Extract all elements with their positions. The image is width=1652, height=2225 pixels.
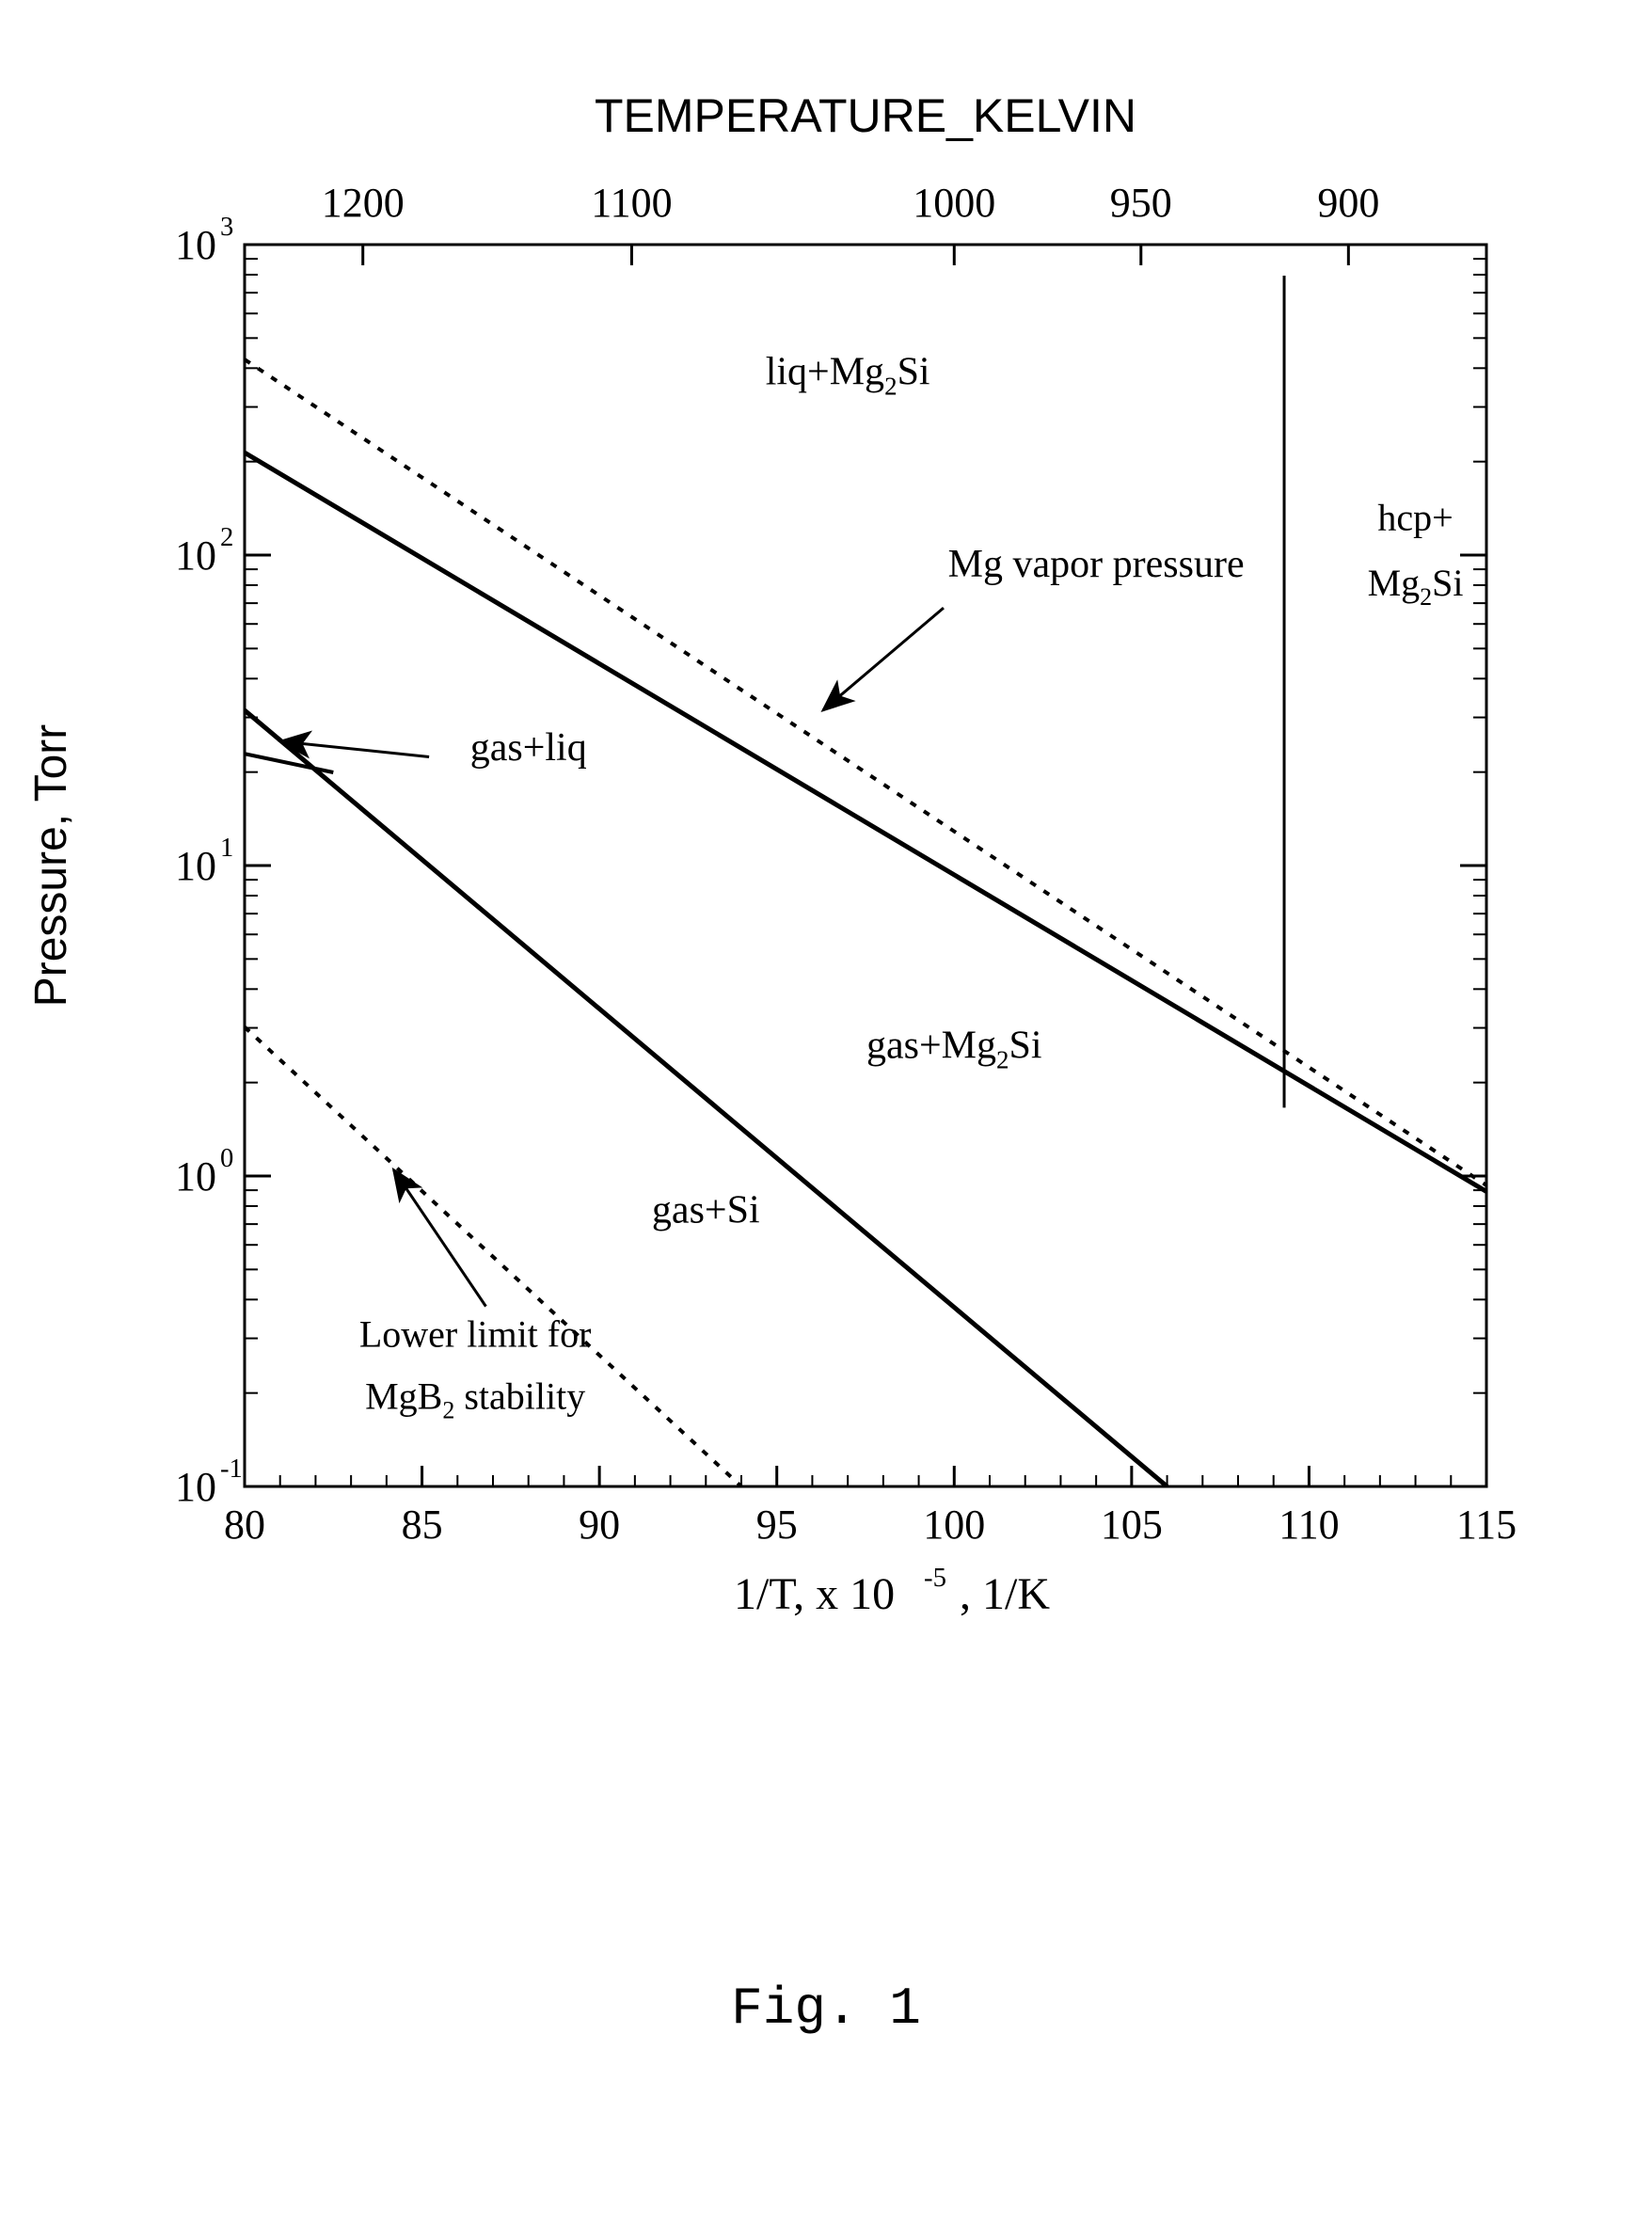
svg-text:85: 85 xyxy=(402,1502,443,1548)
svg-text:10: 10 xyxy=(175,532,216,579)
svg-text:10: 10 xyxy=(175,222,216,268)
region-label: gas+liq xyxy=(470,726,587,770)
svg-text:105: 105 xyxy=(1101,1502,1163,1548)
svg-text:3: 3 xyxy=(220,213,233,242)
svg-text:80: 80 xyxy=(224,1502,265,1548)
region-label: liq+Mg2Si xyxy=(766,351,930,401)
svg-text:900: 900 xyxy=(1317,180,1379,226)
svg-text:10: 10 xyxy=(175,1464,216,1510)
svg-text:2: 2 xyxy=(220,523,233,552)
svg-text:-1: -1 xyxy=(220,1454,243,1484)
region-label: hcp+ xyxy=(1377,497,1453,539)
phase-diagram-chart: 10-1100101102103Pressure, Torr8085909510… xyxy=(0,0,1652,2225)
svg-text:1: 1 xyxy=(220,834,233,863)
svg-text:0: 0 xyxy=(220,1144,233,1173)
svg-text:, 1/K: , 1/K xyxy=(960,1569,1050,1619)
y-axis-label: Pressure, Torr xyxy=(26,724,76,1008)
svg-text:1200: 1200 xyxy=(322,180,405,226)
svg-text:1/T, x 10: 1/T, x 10 xyxy=(734,1569,895,1619)
region-label: gas+Mg2Si xyxy=(866,1025,1042,1074)
svg-text:1100: 1100 xyxy=(591,180,672,226)
figure-caption: Fig. 1 xyxy=(731,1979,921,2039)
region-label: Mg vapor pressure xyxy=(948,543,1245,586)
region-label: MgB2 stability xyxy=(365,1375,585,1424)
svg-text:100: 100 xyxy=(923,1502,985,1548)
svg-text:950: 950 xyxy=(1110,180,1172,226)
svg-text:90: 90 xyxy=(579,1502,620,1548)
svg-text:115: 115 xyxy=(1456,1502,1517,1548)
svg-text:1000: 1000 xyxy=(913,180,995,226)
x-axis-top-label: TEMPERATURE_KELVIN xyxy=(595,89,1136,142)
svg-text:10: 10 xyxy=(175,843,216,889)
x-axis-bottom-label: 1/T, x 10 -5 , 1/K xyxy=(734,1563,1050,1619)
region-label: gas+Si xyxy=(652,1189,760,1232)
region-label: Lower limit for xyxy=(359,1313,592,1356)
svg-text:-5: -5 xyxy=(924,1563,946,1593)
region-label: Mg2Si xyxy=(1368,562,1464,611)
svg-text:110: 110 xyxy=(1279,1502,1339,1548)
svg-text:10: 10 xyxy=(175,1153,216,1200)
svg-text:95: 95 xyxy=(756,1502,798,1548)
